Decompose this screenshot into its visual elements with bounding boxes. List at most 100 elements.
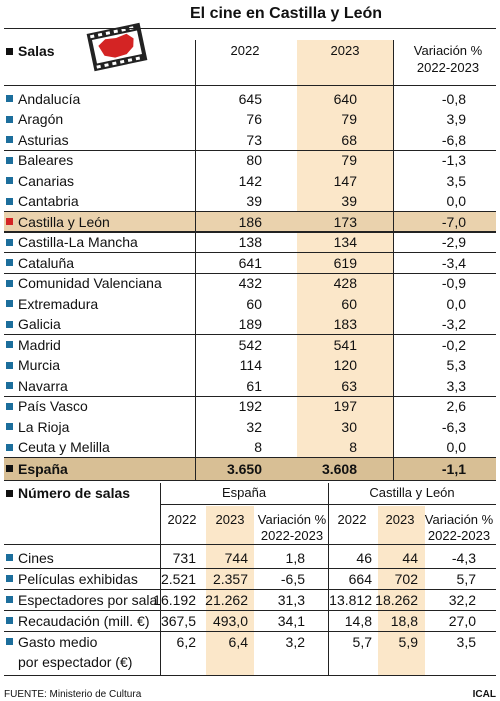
bullet <box>6 423 13 430</box>
cell: 197 <box>333 398 357 414</box>
rule <box>160 483 161 675</box>
bullet <box>6 197 13 205</box>
cell: 147 <box>333 172 357 189</box>
bullet <box>6 361 13 369</box>
cell: 14,8 <box>344 612 372 629</box>
cell: 428 <box>333 275 357 291</box>
cell: 432 <box>238 275 262 291</box>
rule <box>4 631 496 632</box>
rule <box>4 85 496 86</box>
rule <box>4 252 496 253</box>
bullet <box>6 48 13 55</box>
cell: 0,0 <box>446 439 466 455</box>
total-row <box>4 457 496 480</box>
cell: -6,5 <box>280 570 305 587</box>
column-header: Variación % <box>257 512 327 527</box>
cell: 79 <box>341 152 357 168</box>
cell: 3,5 <box>456 633 476 650</box>
cell: -7,0 <box>441 213 466 230</box>
rule <box>4 480 496 481</box>
cell: 68 <box>341 131 357 148</box>
section-label: Número de salas <box>18 485 131 501</box>
cell: 3,5 <box>446 172 466 189</box>
row-label: Películas exhibidas <box>18 570 138 587</box>
cell: -2,9 <box>441 234 466 250</box>
cell: -3,4 <box>441 254 466 271</box>
bullet <box>6 402 13 410</box>
region-name: Baleares <box>18 152 74 168</box>
cell: 702 <box>394 570 418 587</box>
cell: 541 <box>333 336 357 353</box>
cell: 13.812 <box>329 591 372 608</box>
cell: -4,3 <box>451 549 476 566</box>
cell: 63 <box>341 377 357 394</box>
cell: 30 <box>341 418 357 435</box>
cell: 61 <box>246 377 262 394</box>
bullet <box>6 638 13 645</box>
cell: 731 <box>172 549 196 566</box>
region-name: Castilla-La Mancha <box>18 234 138 250</box>
bullet <box>6 382 13 389</box>
cell: 3,9 <box>446 111 466 127</box>
region-name: Andalucía <box>18 90 81 107</box>
column-header: 2022-2023 <box>416 60 480 75</box>
bullet <box>6 156 13 164</box>
bullet <box>6 218 13 225</box>
region-name: Comunidad Valenciana <box>18 275 162 291</box>
bullet <box>6 575 13 582</box>
rule <box>4 149 496 151</box>
cell: 39 <box>341 193 357 209</box>
group-header: España <box>221 485 267 500</box>
bullet <box>6 115 13 123</box>
bullet <box>6 341 13 348</box>
region-name: Galicia <box>18 316 61 332</box>
cell: 619 <box>333 254 357 271</box>
cell: 744 <box>224 549 248 566</box>
region-name: Ceuta y Melilla <box>18 439 110 455</box>
cell: 5,9 <box>398 633 418 650</box>
rule <box>4 675 496 676</box>
region-name: Navarra <box>18 377 68 394</box>
row-label: por espectador (€) <box>18 653 133 670</box>
rule <box>4 395 496 397</box>
cell: 18,8 <box>390 612 418 629</box>
rule <box>4 457 496 458</box>
cell: 186 <box>238 213 262 230</box>
cell: 79 <box>341 111 357 127</box>
column-header: 2022-2023 <box>427 528 491 543</box>
cell: 2.521 <box>160 570 196 587</box>
cell: -0,2 <box>441 336 466 353</box>
bullet <box>6 617 13 624</box>
cell: 21.262 <box>205 591 248 608</box>
rule <box>4 211 496 212</box>
rule <box>4 610 496 611</box>
bullet <box>6 95 13 102</box>
rule <box>4 568 496 569</box>
rule <box>4 544 496 545</box>
row-label: Recaudación (mill. €) <box>18 612 150 629</box>
cell: 138 <box>238 234 262 250</box>
column-header: 2022 <box>230 43 260 58</box>
cell: -0,8 <box>441 90 466 107</box>
cell: 120 <box>333 357 357 373</box>
bullet <box>6 320 13 328</box>
cell: 3,3 <box>446 377 466 394</box>
cell: 60 <box>246 295 262 312</box>
rule <box>4 231 496 233</box>
cell: -1,1 <box>441 460 466 477</box>
cell: 5,3 <box>446 357 466 373</box>
bullet <box>6 136 13 143</box>
cell: 0,0 <box>446 295 466 312</box>
cell: 80 <box>246 152 262 168</box>
cell: 8 <box>254 439 262 455</box>
cell: -0,9 <box>441 275 466 291</box>
region-name: La Rioja <box>18 418 70 435</box>
column-highlight <box>378 506 425 675</box>
cell: -3,2 <box>441 316 466 332</box>
column-highlight <box>297 40 393 457</box>
cell: 640 <box>333 90 357 107</box>
column-header: Variación % <box>413 43 483 58</box>
column-header: 2022 <box>337 512 367 527</box>
row-label: Cines <box>18 549 54 566</box>
